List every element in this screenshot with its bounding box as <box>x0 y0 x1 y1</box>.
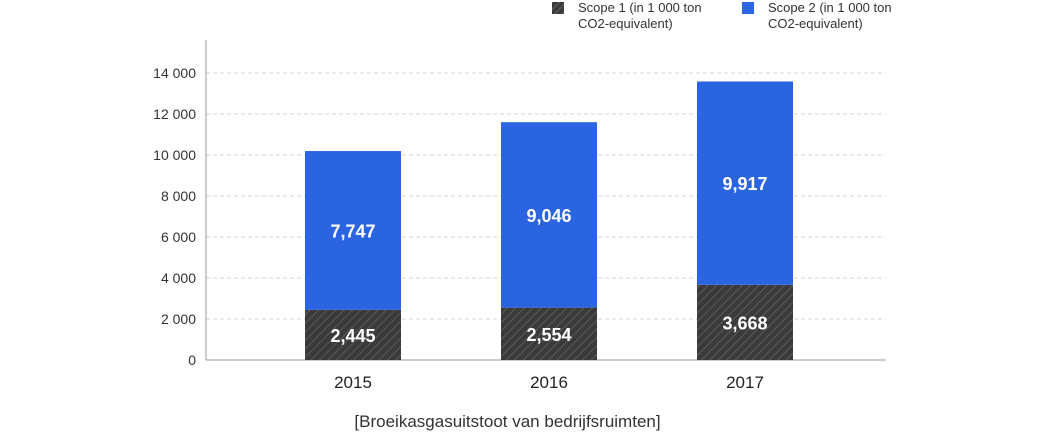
data-label-scope-1: 3,668 <box>722 313 767 333</box>
chart-legend: Scope 1 (in 1 000 ton CO2-equivalent) Sc… <box>552 0 908 32</box>
x-tick-label: 2017 <box>726 373 764 392</box>
y-tick-label: 14 000 <box>153 65 196 81</box>
legend-label-scope-2: Scope 2 (in 1 000 ton CO2-equivalent) <box>768 0 892 31</box>
legend-swatch-scope-1 <box>552 2 564 14</box>
labels: 0 2 000 4 000 6 000 8 000 10 000 12 000 14 000 2… <box>153 65 767 392</box>
bar-segment-scope-1 <box>697 284 793 360</box>
bars <box>305 81 793 360</box>
y-tick-label: 2 000 <box>161 311 196 327</box>
chart-caption: [Broeikasgasuitstoot van bedrijfsruimten… <box>354 412 661 431</box>
bar-segment-scope-1 <box>501 307 597 360</box>
legend-label-scope-1: Scope 1 (in 1 000 ton CO2-equivalent) <box>578 0 702 31</box>
legend-item-scope-1: Scope 1 (in 1 000 ton CO2-equivalent) <box>552 0 718 32</box>
bar-segment-scope-1 <box>305 309 401 360</box>
y-tick-label: 6 000 <box>161 229 196 245</box>
data-label-scope-2: 7,747 <box>330 221 375 241</box>
bar-segment-scope-2 <box>697 81 793 285</box>
data-label-scope-1: 2,554 <box>526 325 571 345</box>
data-label-scope-2: 9,046 <box>526 206 571 226</box>
data-label-scope-2: 9,917 <box>722 174 767 194</box>
data-label-scope-1: 2,445 <box>330 326 375 346</box>
y-tick-label: 8 000 <box>161 188 196 204</box>
bar-segment-scope-2 <box>305 151 401 310</box>
y-tick-label: 10 000 <box>153 147 196 163</box>
y-tick-label: 4 000 <box>161 270 196 286</box>
y-tick-label: 0 <box>188 352 196 368</box>
bar-segment-scope-2 <box>501 122 597 308</box>
x-tick-label: 2016 <box>530 373 568 392</box>
x-tick-label: 2015 <box>334 373 372 392</box>
legend-swatch-scope-2 <box>742 2 754 14</box>
y-tick-label: 12 000 <box>153 106 196 122</box>
legend-item-scope-2: Scope 2 (in 1 000 ton CO2-equivalent) <box>742 0 908 32</box>
